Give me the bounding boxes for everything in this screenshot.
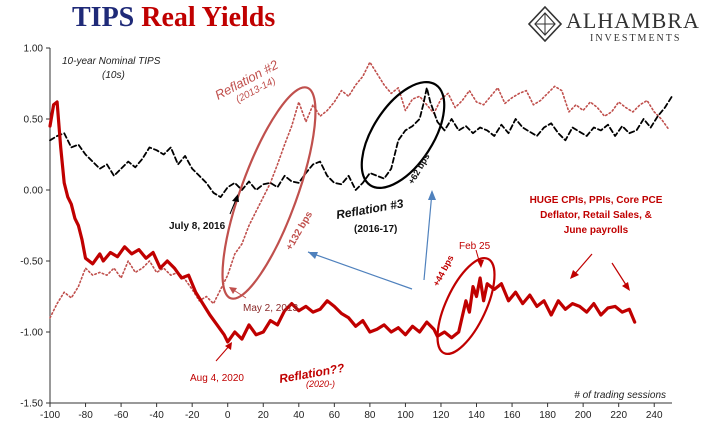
x-tick-label: 120 (433, 410, 450, 421)
arrow-blue-2-head (428, 190, 436, 200)
x-tick-label: 40 (293, 410, 305, 421)
x-tick-label: 160 (504, 410, 521, 421)
diamond-emblem-icon (528, 6, 562, 42)
feb25-label: Feb 25 (459, 241, 491, 252)
arrow-feb25-head (477, 260, 484, 268)
reflation3-years: (2016-17) (354, 224, 397, 235)
y-tick-label: -1.50 (20, 399, 43, 410)
chart-title: TIPS Real Yields (72, 2, 275, 34)
y-tick-label: -0.50 (20, 257, 43, 268)
reflation-q-years: (2020-) (306, 379, 335, 389)
axes (49, 48, 672, 404)
y-tick-label: 0.00 (24, 186, 44, 197)
huge-line2: Deflator, Retail Sales, & (540, 210, 652, 221)
arrow-blue-1 (307, 251, 413, 290)
x-tick-label: 0 (225, 410, 231, 421)
y-tick-label: 1.00 (24, 44, 44, 55)
series-label-line2: (10s) (102, 70, 125, 81)
x-tick-label: 20 (258, 410, 270, 421)
july2016-label: July 8, 2016 (169, 221, 226, 232)
x-tick-label: 80 (364, 410, 376, 421)
series-line-red-solid (48, 100, 637, 344)
reflation3-label: Reflation #3 (335, 196, 405, 222)
arrow-huge-1 (572, 253, 593, 277)
y-tick-label: 0.50 (24, 115, 44, 126)
x-tick-label: -40 (149, 410, 164, 421)
logo-subtitle: INVESTMENTS (590, 33, 682, 44)
x-tick-label: -80 (78, 410, 93, 421)
huge-line3: June payrolls (564, 225, 629, 236)
x-axis-title: # of trading sessions (574, 390, 666, 401)
x-tick-label: -60 (114, 410, 129, 421)
title-part-2: Real Yields (141, 2, 276, 33)
arrow-blue-1-head (308, 252, 318, 259)
x-tick-label: 240 (646, 410, 663, 421)
arrow-huge-2-head (622, 282, 630, 291)
annotation-shapes (215, 80, 630, 362)
feb25-ellipse (436, 257, 496, 355)
logo: ALHAMBRA INVESTMENTS (528, 6, 700, 46)
arrow-blue-2 (423, 191, 433, 281)
arrow-aug2020-head (225, 342, 232, 350)
may2013-label: May 2, 2013 (243, 303, 298, 314)
series-label-line1: 10-year Nominal TIPS (62, 56, 161, 67)
x-tick-label: 200 (575, 410, 592, 421)
arrow-july2016-head (232, 194, 239, 202)
annotation-texts: 10-year Nominal TIPS (10s) Reflation #2 … (62, 56, 666, 401)
x-tick-label: -100 (40, 410, 60, 421)
title-part-1: TIPS (72, 2, 135, 33)
bps44-label: +44 bps (431, 253, 456, 288)
reflation3-ellipse (360, 80, 446, 190)
bps132-label: +132 bps (284, 209, 315, 252)
x-tick-label: 100 (397, 410, 414, 421)
bps62-label: +62 bps (406, 152, 432, 186)
x-tick-label: -20 (185, 410, 200, 421)
series-line-black-dashed (49, 86, 673, 199)
x-tick-label: 60 (329, 410, 341, 421)
x-tick-label: 220 (610, 410, 627, 421)
reflation2-ellipse (221, 86, 317, 300)
y-tick-label: -1.00 (20, 328, 43, 339)
arrow-huge-1-head (570, 270, 579, 279)
series-line-pink-dotted (49, 61, 670, 319)
huge-line1: HUGE CPIs, PPIs, Core PCE (530, 195, 663, 206)
x-tick-label: 180 (539, 410, 556, 421)
logo-name: ALHAMBRA (566, 8, 700, 33)
arrow-may2013-head (229, 287, 237, 294)
x-tick-label: 140 (468, 410, 485, 421)
aug2020-label: Aug 4, 2020 (190, 373, 244, 384)
